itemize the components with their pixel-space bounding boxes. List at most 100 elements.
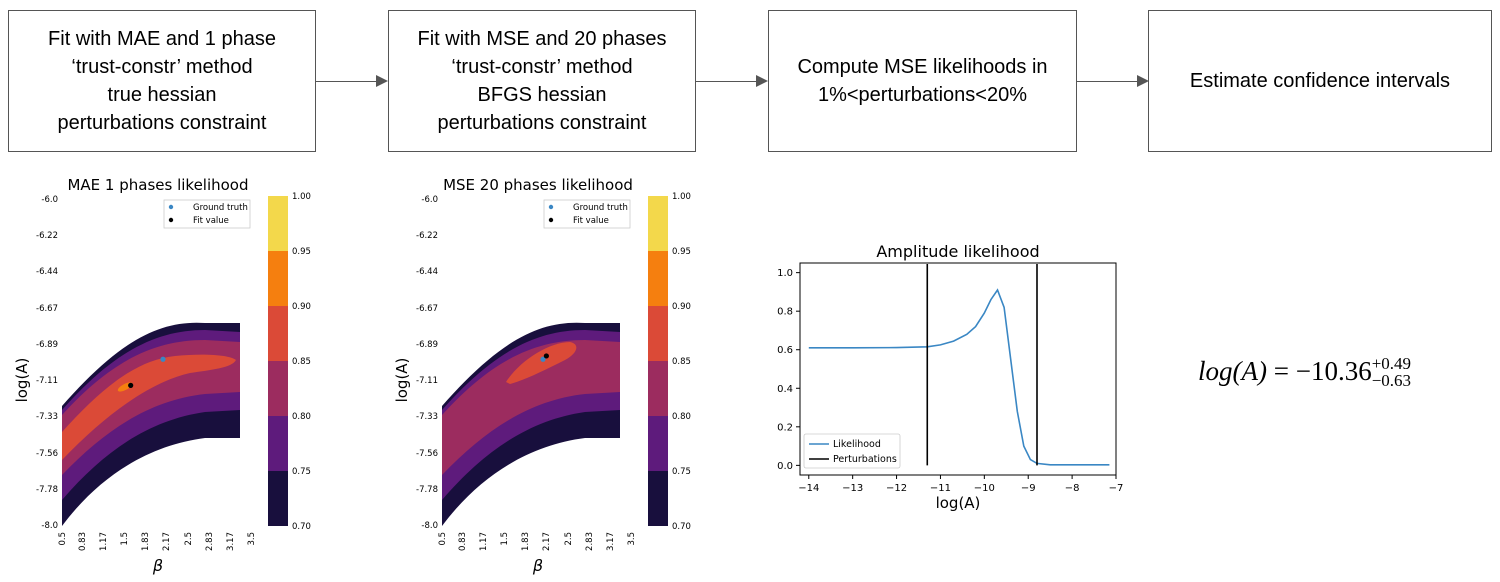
x-tick-label: −12 <box>886 483 907 494</box>
step-line: true hessian <box>107 84 217 106</box>
x-axis-ticks: 0.5 0.83 1.17 1.5 1.83 2.17 2.5 2.83 3.1… <box>58 532 257 551</box>
x-tick: 1.83 <box>521 532 531 551</box>
colorbar-tick: 0.75 <box>292 467 311 477</box>
heatmap-title: MSE 20 phases likelihood <box>443 176 633 194</box>
y-tick: -6.67 <box>36 304 58 314</box>
y-tick: -7.78 <box>416 485 438 495</box>
chart-title: Amplitude likelihood <box>876 242 1039 261</box>
x-tick: 1.83 <box>141 532 151 551</box>
formula-upper-error: +0.49 <box>1371 353 1412 373</box>
x-tick: 0.5 <box>438 532 448 546</box>
y-axis-label: log(A) <box>393 358 411 403</box>
y-tick: -8.0 <box>421 521 438 531</box>
y-tick: -7.56 <box>36 449 58 459</box>
colorbar-tick: 1.00 <box>292 192 311 202</box>
x-tick: 3.17 <box>606 532 616 551</box>
x-tick: 0.83 <box>458 532 468 551</box>
x-tick: 2.5 <box>564 532 574 546</box>
colorbar-tick: 0.70 <box>292 522 311 532</box>
colorbar-segment <box>648 306 668 361</box>
legend-ground-truth: Ground truth <box>573 203 628 213</box>
colorbar-segment <box>268 416 288 471</box>
colorbar-segment <box>648 251 668 306</box>
colorbar: 1.00 0.95 0.90 0.85 0.80 0.75 0.70 <box>268 192 311 532</box>
colorbar-segment <box>268 196 288 251</box>
formula-value: −10.36 <box>1295 356 1372 386</box>
step-line: ‘trust-constr’ method <box>451 56 633 78</box>
colorbar-tick: 0.85 <box>672 357 691 367</box>
legend-fit-marker <box>168 217 174 223</box>
x-tick: 3.5 <box>247 532 257 546</box>
legend-perturbations: Perturbations <box>833 454 897 465</box>
x-tick-label: −13 <box>842 483 863 494</box>
colorbar-tick: 1.00 <box>672 192 691 202</box>
colorbar-segment <box>268 471 288 526</box>
colorbar-segment <box>268 306 288 361</box>
heatmap-mae: MAE 1 phases likelihood Ground truth Fit… <box>13 176 311 575</box>
colorbar-segment <box>648 471 668 526</box>
step-line: perturbations constraint <box>57 112 267 134</box>
fit-value-point <box>543 353 549 359</box>
x-tick: 1.5 <box>120 532 130 546</box>
y-tick-label: 0.4 <box>777 384 793 395</box>
ground-truth-point <box>540 356 546 362</box>
colorbar-tick: 0.95 <box>292 247 311 257</box>
colorbar-tick: 0.80 <box>672 412 691 422</box>
x-tick: 0.5 <box>58 532 68 546</box>
x-tick: 2.17 <box>162 532 172 551</box>
contour-regions <box>62 322 240 526</box>
step-box-mae-fit: Fit with MAE and 1 phase ‘trust-constr’ … <box>8 10 316 152</box>
flow-arrow <box>696 74 768 87</box>
colorbar: 1.00 0.95 0.90 0.85 0.80 0.75 0.70 <box>648 192 691 532</box>
step-line: Compute MSE likelihoods in <box>797 56 1048 78</box>
x-axis-label: β <box>152 556 163 575</box>
confidence-interval-formula: log(A) = −10.36 +0.49 −0.63 <box>1198 353 1412 391</box>
legend: Likelihood Perturbations <box>803 433 901 469</box>
colorbar-tick: 0.90 <box>672 302 691 312</box>
y-tick: -6.44 <box>416 267 438 277</box>
y-tick: -6.89 <box>416 340 438 350</box>
step-line: perturbations constraint <box>437 112 647 134</box>
fit-value-point <box>128 382 134 388</box>
x-axis-label: log(A) <box>936 494 981 512</box>
x-tick: 2.17 <box>542 532 552 551</box>
step-box-confidence-intervals: Estimate confidence intervals <box>1148 10 1492 152</box>
x-tick-label: −8 <box>1065 483 1080 494</box>
colorbar-segment <box>648 196 668 251</box>
x-tick-label: −10 <box>974 483 995 494</box>
step-line: Estimate confidence intervals <box>1189 70 1451 92</box>
step-line: BFGS hessian <box>477 84 607 106</box>
x-tick: 0.83 <box>78 532 88 551</box>
y-tick: -7.11 <box>416 376 438 386</box>
step-line: Fit with MSE and 20 phases <box>417 28 667 50</box>
y-tick-label: 0.0 <box>777 461 793 472</box>
heatmap-title: MAE 1 phases likelihood <box>67 176 248 194</box>
amplitude-likelihood-chart: Amplitude likelihood −14 −13 −12 −11 −10 −9 −8… <box>777 242 1124 512</box>
ground-truth-point <box>160 356 166 362</box>
y-tick: -7.33 <box>416 412 438 422</box>
x-tick-label: −9 <box>1021 483 1036 494</box>
legend-likelihood: Likelihood <box>833 439 881 450</box>
colorbar-tick: 0.95 <box>672 247 691 257</box>
step-line: 1%<perturbations<20% <box>817 84 1028 106</box>
colorbar-tick: 0.90 <box>292 302 311 312</box>
legend-box <box>163 199 251 229</box>
x-tick: 1.5 <box>500 532 510 546</box>
x-axis-ticks: 0.5 0.83 1.17 1.5 1.83 2.17 2.5 2.83 3.1… <box>438 532 637 551</box>
colorbar-segment <box>648 416 668 471</box>
colorbar-tick: 0.85 <box>292 357 311 367</box>
y-tick: -6.44 <box>36 267 58 277</box>
flow-arrow <box>1077 74 1149 87</box>
y-tick: -7.11 <box>36 376 58 386</box>
x-tick: 2.83 <box>205 532 215 551</box>
legend-fit-marker <box>548 217 554 223</box>
y-tick: -6.67 <box>416 304 438 314</box>
step-box-compute-likelihoods: Compute MSE likelihoods in 1%<perturbati… <box>768 10 1077 152</box>
colorbar-segment <box>268 251 288 306</box>
x-tick-label: −7 <box>1109 483 1124 494</box>
x-tick-label: −14 <box>798 483 819 494</box>
y-tick-label: 1.0 <box>777 268 793 279</box>
y-tick-label: 0.2 <box>777 422 793 433</box>
y-tick: -8.0 <box>41 521 58 531</box>
x-tick: 3.17 <box>226 532 236 551</box>
